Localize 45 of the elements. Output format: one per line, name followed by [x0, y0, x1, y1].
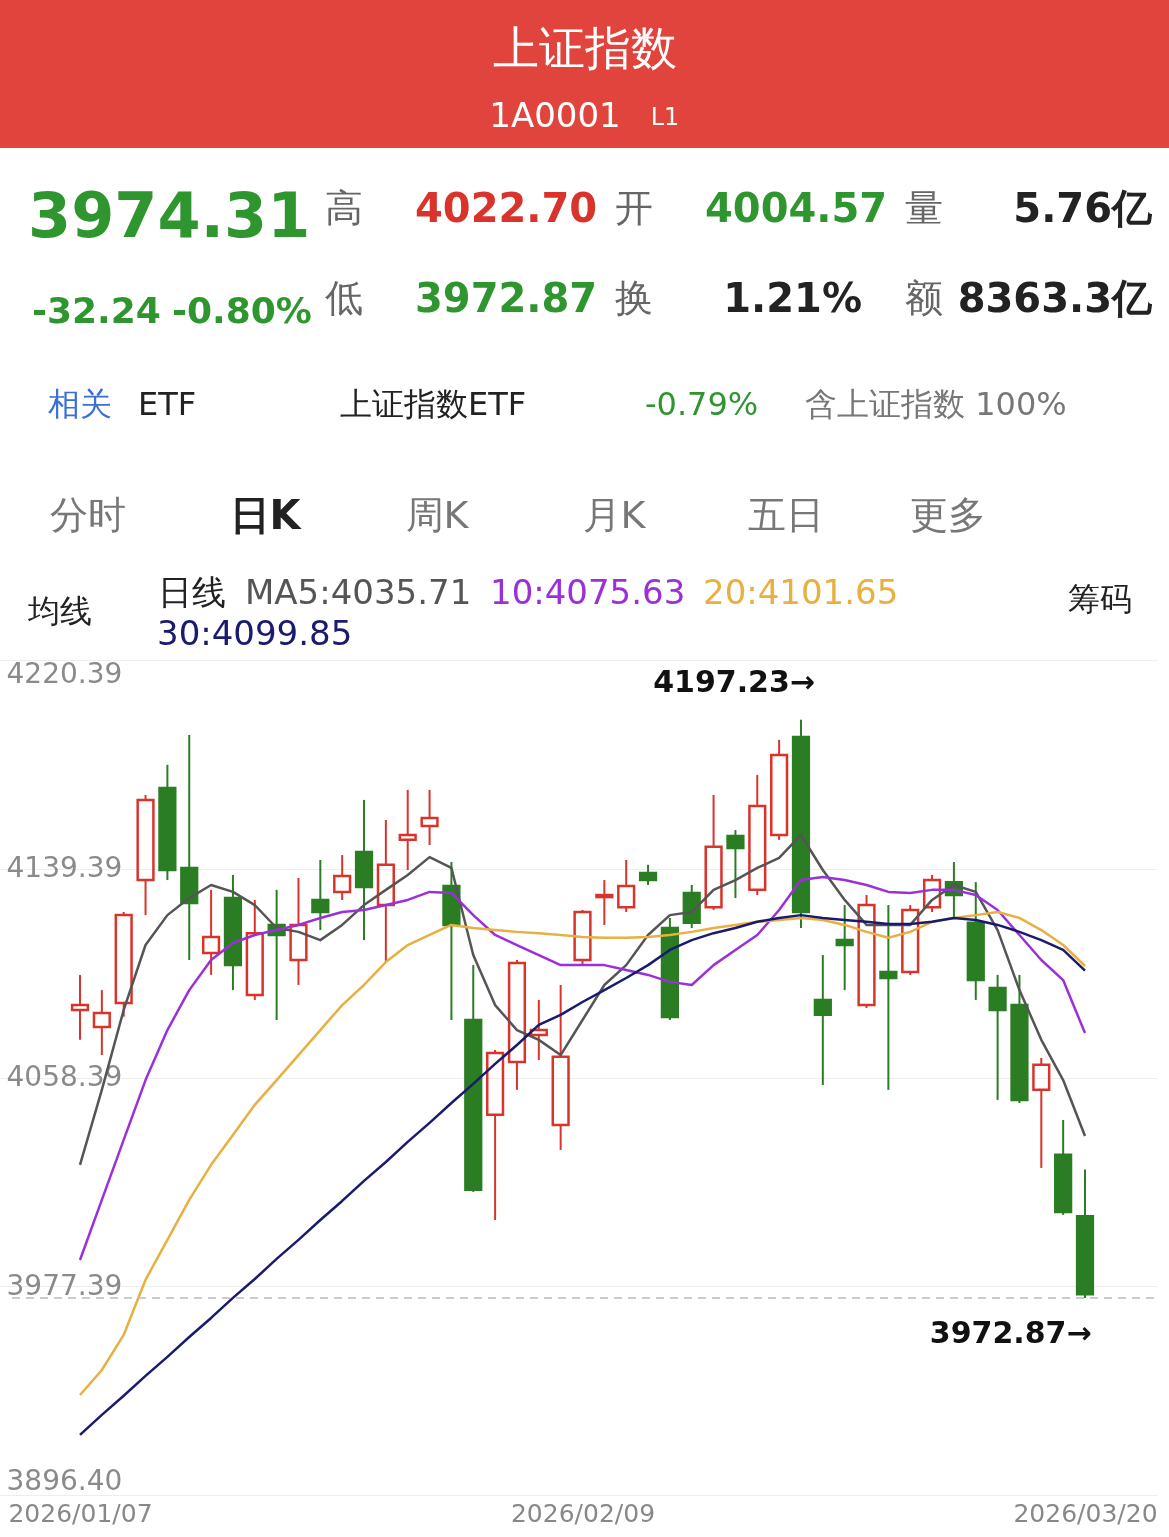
text: 高 [325, 186, 363, 230]
y-tick-label: 4139.39 [6, 851, 123, 885]
text: 换 [615, 276, 653, 320]
text: 筹码 [1068, 580, 1132, 618]
text: 4004.57 [705, 185, 888, 231]
text: 周K [405, 493, 470, 537]
text: 月K [582, 493, 647, 537]
text: -0.79% [645, 385, 759, 423]
legend-title: 日线 [158, 572, 226, 612]
text: 分时 [50, 493, 126, 537]
text: 日K [229, 492, 303, 538]
text: MA5:4035.71 [245, 572, 472, 612]
x-tick-label: 2026/03/20 [1013, 1498, 1158, 1528]
annotation: 4197.23→ [653, 664, 815, 699]
text: 10:4075.63 [490, 572, 686, 612]
text: 开 [615, 186, 653, 230]
text: 含上证指数 100% [805, 385, 1067, 423]
annotation: 3972.87→ [929, 1314, 1092, 1350]
text: 额 [905, 276, 943, 320]
text: ETF [138, 385, 197, 423]
chart-title: 上证指数 [493, 21, 677, 75]
text: 1.21% [723, 275, 862, 321]
text: 20:4101.65 [703, 572, 899, 612]
text: -0.80% [172, 290, 312, 331]
text: 3974.31 [28, 179, 311, 252]
text: 量 [905, 186, 943, 230]
text: 五日 [748, 493, 824, 537]
text: 相关 [48, 385, 112, 423]
text: 上证指数ETF [340, 385, 527, 423]
y-tick-label: 3977.39 [6, 1268, 123, 1302]
text: -32.24 [32, 290, 161, 331]
text: 30:4099.85 [157, 613, 353, 653]
y-tick-label: 4220.39 [6, 656, 123, 690]
text: 3972.87 [415, 275, 598, 321]
text: 均线 [27, 592, 92, 630]
y-tick-label: 3896.40 [6, 1463, 123, 1497]
text: 4022.70 [415, 185, 598, 231]
x-tick-label: 2026/01/07 [8, 1498, 153, 1528]
chart-subtitle: 1A0001 [489, 95, 621, 135]
text: 8363.3亿 [957, 275, 1153, 321]
text: 低 [325, 276, 363, 320]
text: 更多 [910, 493, 986, 537]
text: 5.76亿 [1013, 185, 1153, 231]
x-tick-label: 2026/02/09 [510, 1498, 656, 1528]
text: L1 [650, 103, 680, 131]
